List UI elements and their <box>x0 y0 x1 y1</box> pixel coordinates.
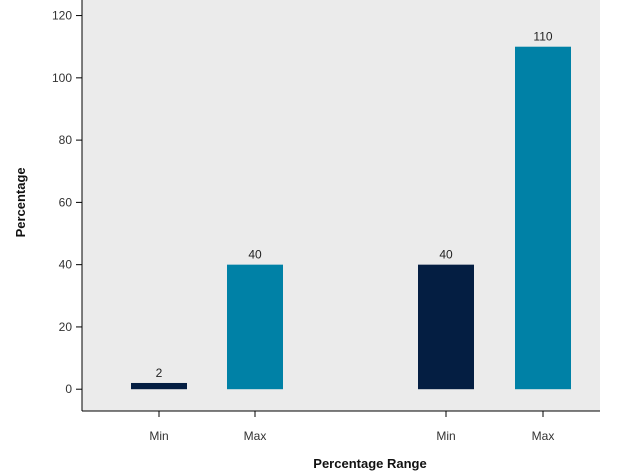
y-tick-label: 60 <box>59 195 73 209</box>
y-tick-label: 100 <box>52 71 72 85</box>
plot-area <box>82 0 600 411</box>
data-label: 2 <box>156 366 163 380</box>
bar <box>227 264 283 390</box>
data-label: 110 <box>533 30 552 44</box>
y-axis-title: Percentage <box>13 167 28 237</box>
bar <box>515 46 571 390</box>
x-tick-label: Max <box>244 429 267 443</box>
bar <box>131 382 187 390</box>
x-axis-title: Percentage Range <box>313 456 426 471</box>
x-tick-label: Min <box>436 429 455 443</box>
bars-layer <box>131 46 571 390</box>
y-tick-label: 40 <box>59 258 73 272</box>
data-labels-layer: 2 40 40 110 <box>156 30 553 380</box>
y-tick-label: 120 <box>52 9 72 23</box>
axes-layer: 0 20 40 60 80 100 120 Min Max Min Max <box>52 0 600 443</box>
data-label: 40 <box>248 248 262 262</box>
y-tick-label: 80 <box>59 133 73 147</box>
bar <box>418 264 474 390</box>
x-tick-label: Min <box>149 429 168 443</box>
y-tick-label: 20 <box>59 320 73 334</box>
x-tick-label: Max <box>532 429 555 443</box>
data-label: 40 <box>439 248 453 262</box>
y-tick-label: 0 <box>65 382 72 396</box>
